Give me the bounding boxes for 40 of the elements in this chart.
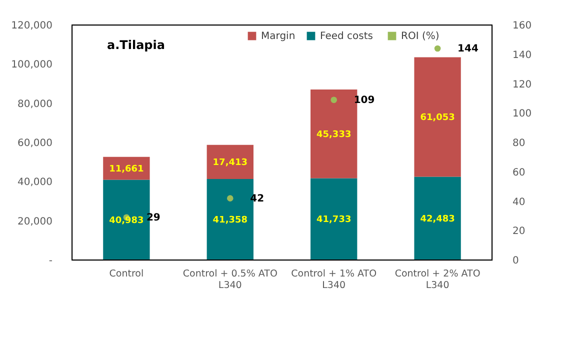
- y2-tick-label: 160: [512, 20, 532, 32]
- y2-tick-label: 120: [512, 79, 532, 90]
- x-tick-label: Control: [109, 268, 144, 280]
- data-label: 11,661: [109, 164, 144, 174]
- y-tick-label: 40,000: [18, 177, 52, 188]
- x-tick-label: Control + 1% ATO L340: [291, 268, 377, 291]
- point: [226, 195, 234, 202]
- y2-tick-label: 40: [512, 196, 526, 208]
- y2-tick-label: 20: [512, 226, 526, 238]
- legend-label: ROI (%): [401, 31, 440, 42]
- legend-label: Margin: [261, 31, 296, 42]
- y-tick-label: 80,000: [18, 98, 52, 110]
- y2-tick-label: 60: [512, 167, 526, 178]
- y2-tick-label: 140: [512, 50, 532, 61]
- data-label: 41,733: [316, 215, 352, 226]
- y-tick-label: -: [48, 256, 53, 266]
- data-label: 144: [458, 44, 478, 54]
- y-tick-label: 120,000: [11, 20, 52, 32]
- y-tick-label: 100,000: [11, 60, 52, 71]
- data-label: 40,983: [109, 216, 144, 226]
- legend-label: Feed costs: [320, 31, 373, 42]
- data-label: 61,053: [420, 113, 455, 124]
- data-label: 17,413: [212, 158, 248, 168]
- bar: [310, 178, 358, 260]
- y-tick-label: 20,000: [18, 216, 52, 228]
- text: a.Tilapia: [107, 38, 165, 52]
- data-label: 42,483: [420, 214, 455, 224]
- data-label: 45,333: [316, 130, 352, 140]
- point: [434, 45, 441, 52]
- x-tick-label: Control + 0.5% ATO L340: [182, 268, 278, 291]
- y-tick-label: 60,000: [18, 138, 52, 149]
- data-label: 41,358: [212, 216, 248, 226]
- x-tick-label: Control + 2% ATO L340: [394, 268, 480, 291]
- y2-tick-label: 100: [512, 108, 532, 120]
- point: [330, 96, 338, 104]
- y2-tick-label: 0: [512, 256, 519, 266]
- bar: [414, 57, 461, 177]
- y2-tick-label: 80: [512, 138, 526, 149]
- bar: [206, 144, 254, 180]
- bar: [414, 176, 461, 260]
